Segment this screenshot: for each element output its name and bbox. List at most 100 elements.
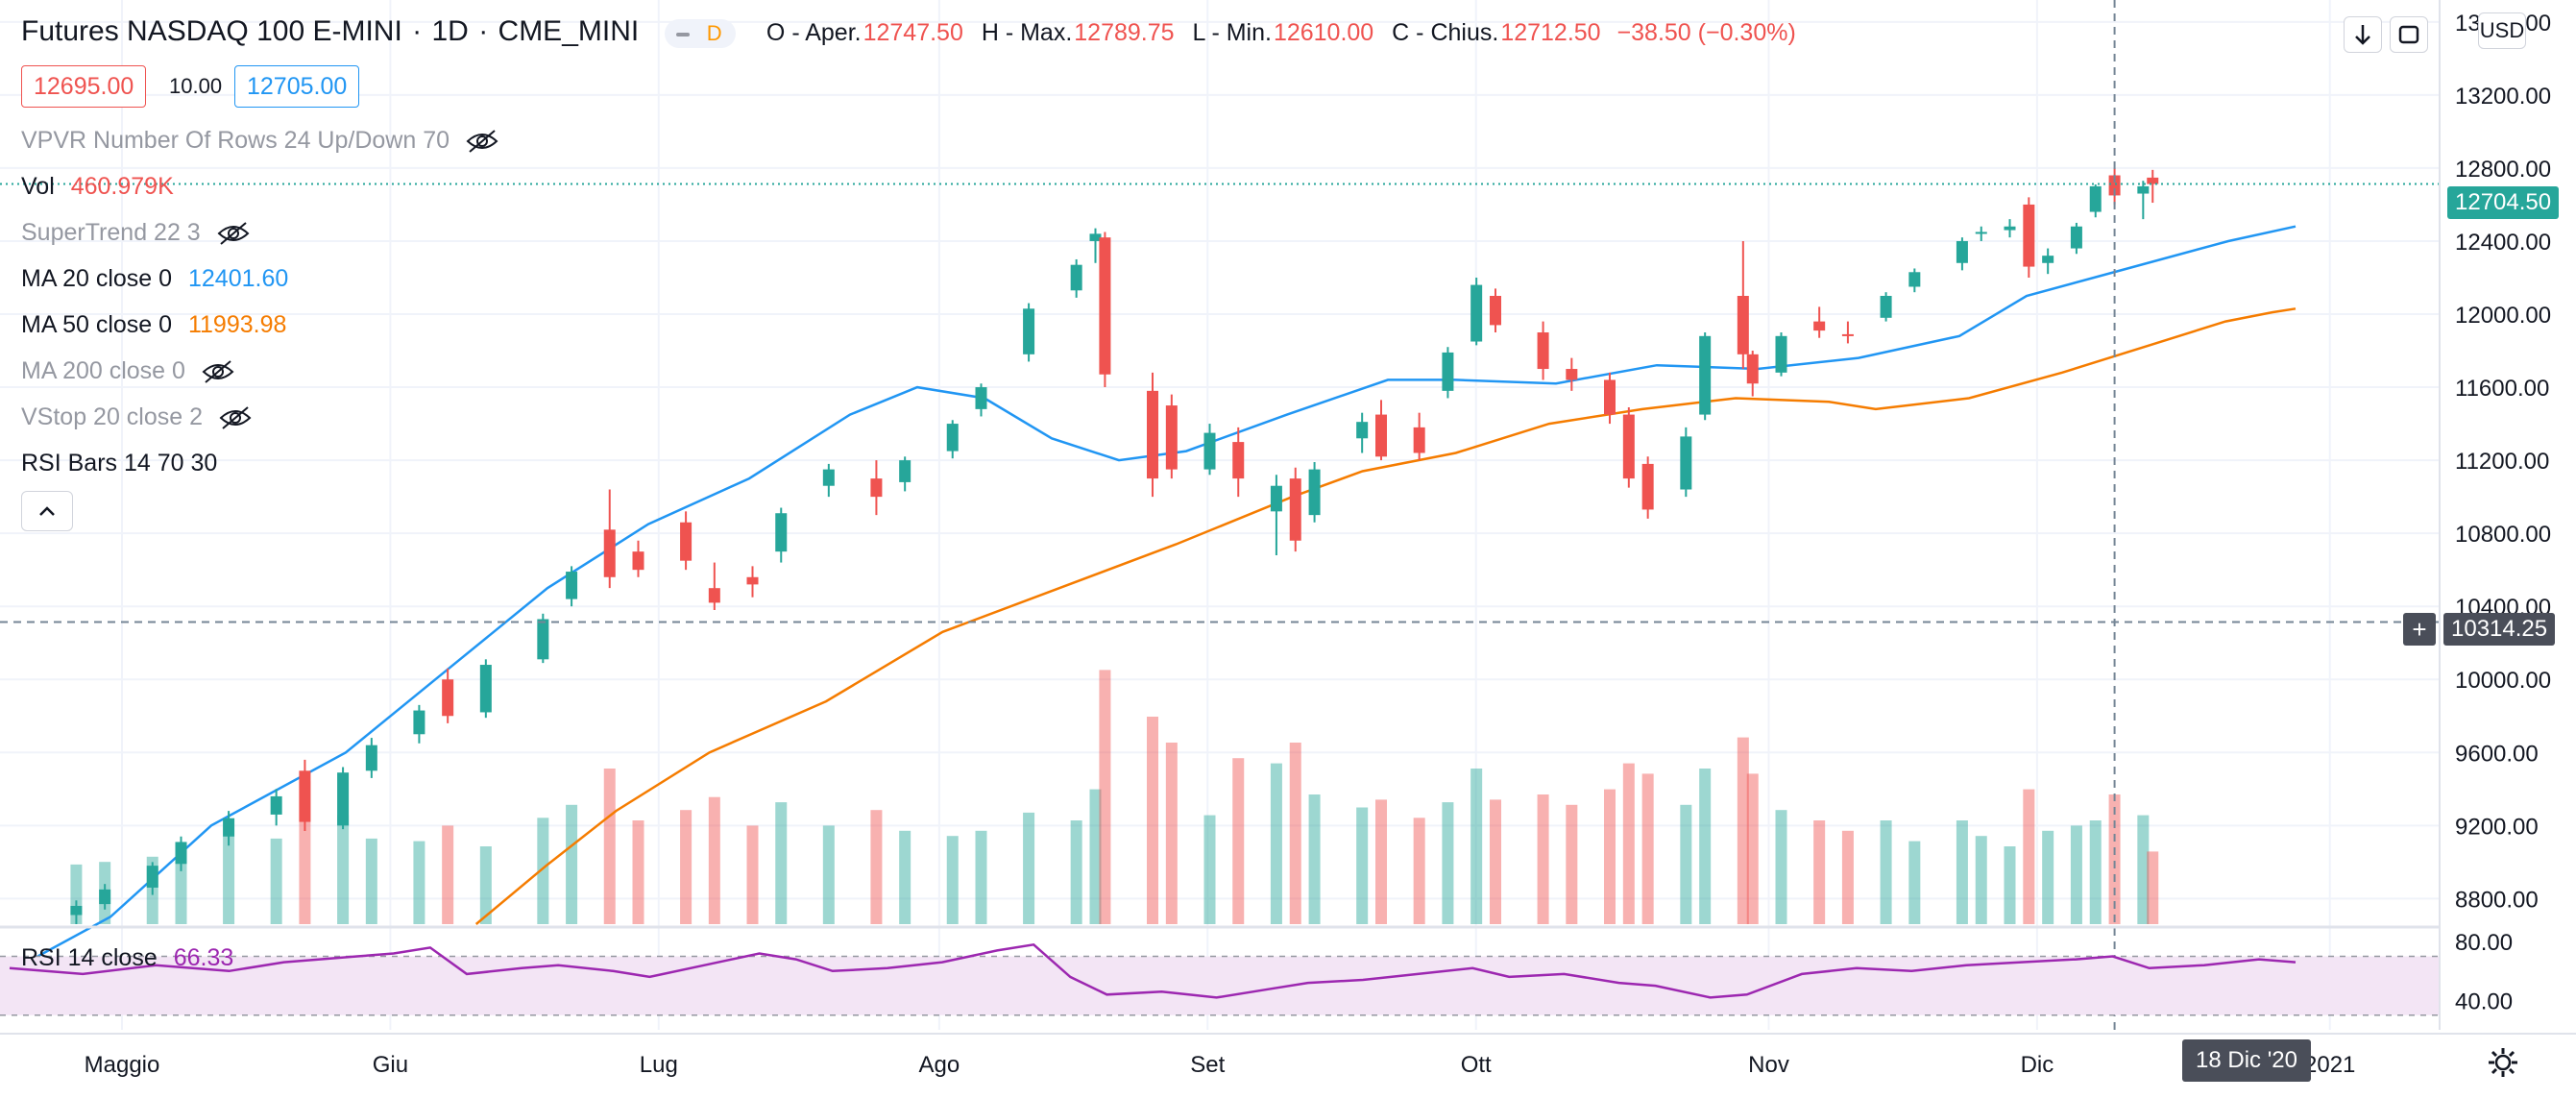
ask-price-box[interactable]: 12705.00 — [234, 65, 360, 108]
scroll-down-button[interactable] — [2344, 16, 2382, 53]
volume-bar — [775, 802, 788, 924]
collapse-legend-button[interactable] — [21, 491, 73, 531]
rsi-line — [9, 942, 2297, 999]
volume-bar — [946, 836, 959, 924]
volume-bar — [603, 769, 616, 924]
volume-bar — [413, 841, 425, 924]
eye-hidden-icon[interactable] — [217, 221, 250, 246]
volume-bar — [2070, 825, 2082, 924]
volume-bar — [1442, 802, 1454, 924]
candle-body — [365, 745, 377, 771]
candle — [899, 456, 911, 492]
candle-body — [1089, 233, 1102, 241]
candle-body — [1956, 240, 1968, 263]
candle-body — [413, 710, 425, 735]
volume-bar — [2147, 851, 2159, 924]
volume-bar — [1375, 799, 1387, 924]
crosshair-plus-icon: + — [2403, 613, 2436, 646]
candle — [1737, 240, 1749, 370]
candle — [223, 811, 235, 846]
candle-body — [223, 818, 235, 837]
volume-bar — [537, 818, 549, 924]
price-tick-label: 12400.00 — [2455, 230, 2551, 256]
candle — [1165, 394, 1178, 479]
candle-body — [1775, 335, 1787, 373]
volume-bar — [1641, 773, 1654, 924]
candlesticks — [70, 167, 2159, 924]
volume-bar — [2137, 815, 2150, 924]
price-tick-label: 9600.00 — [2455, 741, 2539, 767]
crosshair-price-tag: 10314.25 — [2443, 613, 2556, 646]
indicator-ma200[interactable]: MA 200 close 0 — [21, 356, 234, 385]
currency-selector[interactable]: USD — [2478, 12, 2526, 49]
volume-bar — [1908, 841, 1921, 924]
candle-body — [1099, 237, 1111, 375]
price-tick-label: 12800.00 — [2455, 157, 2551, 183]
price-tick-label: 11600.00 — [2455, 376, 2549, 402]
candle — [2004, 219, 2016, 238]
candle-body — [270, 795, 282, 815]
time-tick-label: Ago — [919, 1052, 960, 1078]
candle — [1956, 237, 1968, 271]
indicator-rsi-bars[interactable]: RSI Bars 14 70 30 — [21, 450, 218, 476]
candle-body — [146, 866, 158, 888]
volume-bar — [479, 846, 492, 924]
candle — [1746, 351, 1759, 397]
market-status-badge[interactable]: D — [664, 19, 736, 48]
close-value: 12712.50 — [1500, 19, 1601, 46]
indicator-vstop[interactable]: VStop 20 close 2 — [21, 403, 252, 431]
candle — [2089, 184, 2102, 218]
ma20-value: 12401.60 — [187, 265, 289, 292]
interval-label[interactable]: 1D — [431, 15, 469, 47]
candle-body — [1490, 295, 1501, 326]
change-value: −38.50 (−0.30%) — [1616, 19, 1796, 46]
candle-body — [746, 576, 759, 585]
minus-icon — [675, 33, 690, 37]
candle-body — [1680, 436, 1692, 490]
time-tick-label: 2021 — [2304, 1052, 2355, 1078]
volume-bar — [632, 820, 644, 924]
volume-bar — [708, 796, 720, 924]
symbol-name[interactable]: Futures NASDAQ 100 E-MINI — [21, 15, 402, 47]
indicator-ma20[interactable]: MA 20 close 0 12401.60 — [21, 265, 289, 292]
candle — [413, 704, 425, 744]
eye-hidden-icon[interactable] — [219, 405, 252, 430]
candle-body — [680, 522, 693, 561]
candle-body — [1641, 463, 1654, 510]
candle — [1566, 357, 1578, 391]
candle — [2108, 167, 2121, 205]
eye-hidden-icon[interactable] — [466, 129, 498, 154]
volume-bar — [1089, 789, 1102, 924]
volume-bar — [1490, 799, 1501, 924]
spread-value: 10.00 — [169, 74, 223, 98]
grid-lines — [0, 0, 2440, 1030]
volume-value: 460.979K — [70, 173, 174, 200]
volume-bar — [1604, 789, 1616, 924]
indicator-supertrend[interactable]: SuperTrend 22 3 — [21, 218, 250, 247]
eye-hidden-icon[interactable] — [202, 359, 234, 384]
candle-body — [442, 679, 454, 717]
volume-bar — [1956, 820, 1968, 924]
candle-body — [870, 478, 883, 498]
open-value: 12747.50 — [863, 19, 963, 46]
candle-body — [1737, 295, 1749, 354]
candle-body — [299, 770, 311, 822]
candle — [566, 566, 578, 607]
auto-scale-button[interactable] — [2390, 16, 2428, 53]
candle — [1147, 372, 1158, 498]
bid-price-box[interactable]: 12695.00 — [21, 65, 147, 108]
settings-gear-icon[interactable] — [2486, 1045, 2520, 1080]
candle-body — [2042, 256, 2054, 263]
candle — [1537, 321, 1549, 380]
volume-bar — [442, 825, 454, 924]
rsi-legend[interactable]: RSI 14 close 66.33 — [21, 944, 234, 971]
indicator-ma50[interactable]: MA 50 close 0 11993.98 — [21, 311, 287, 338]
indicator-vpvr[interactable]: VPVR Number Of Rows 24 Up/Down 70 — [21, 126, 498, 155]
indicator-volume[interactable]: Vol 460.979K — [21, 173, 174, 200]
time-tick-label: Dic — [2021, 1052, 2054, 1078]
rsi-band — [0, 956, 2440, 1015]
candle-body — [946, 424, 959, 452]
candle — [442, 668, 454, 723]
candle-body — [337, 772, 350, 826]
